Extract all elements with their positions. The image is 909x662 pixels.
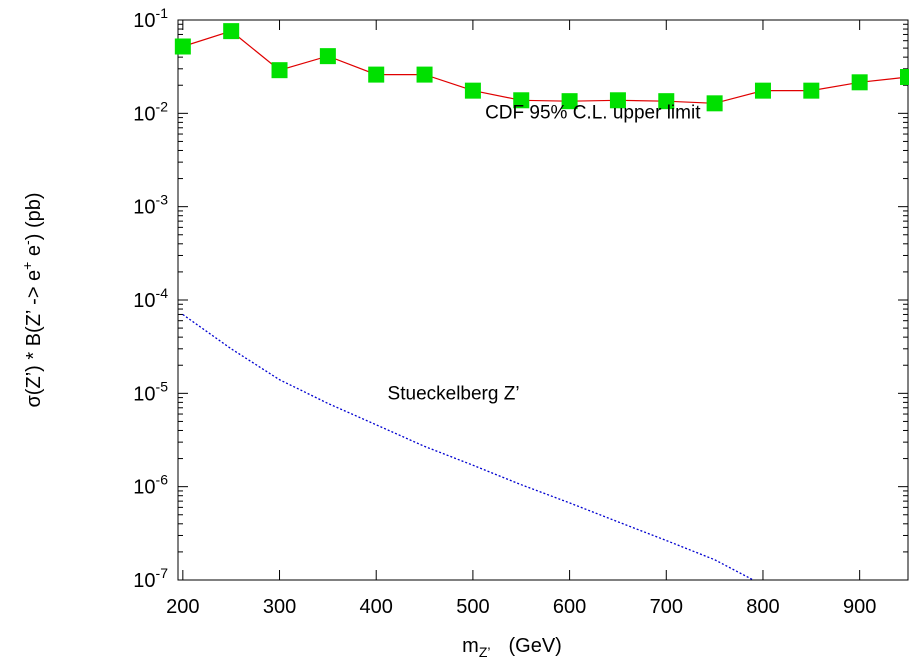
data-point	[609, 92, 626, 109]
data-point	[271, 62, 288, 79]
x-tick-label: 800	[746, 596, 779, 618]
x-tick-label: 600	[553, 596, 586, 618]
x-tick-label: 900	[843, 596, 876, 618]
data-point	[561, 93, 578, 110]
y-tick-label: 10-3	[133, 192, 168, 219]
data-point	[368, 66, 385, 83]
data-point	[706, 95, 723, 112]
data-point	[513, 92, 530, 109]
x-tick-label: 400	[360, 596, 393, 618]
y-tick-label: 10-7	[133, 565, 168, 592]
y-tick-label: 10-6	[133, 472, 168, 499]
y-axis-label: σ(Z’) * B(Z’ -> e+ e-) (pb)	[19, 192, 45, 407]
y-tick-label: 10-5	[133, 378, 168, 405]
data-point	[803, 82, 820, 99]
data-point	[658, 93, 675, 110]
annotation-label: CDF 95% C.L. upper limit	[485, 103, 701, 124]
data-point	[900, 69, 909, 86]
data-point	[223, 23, 240, 40]
data-point	[754, 82, 771, 99]
series-line-1	[182, 30, 909, 104]
data-point	[174, 38, 191, 55]
x-tick-label: 700	[650, 596, 683, 618]
data-point	[851, 74, 868, 91]
y-tick-label: 10-1	[133, 5, 168, 32]
annotation-label: Stueckelberg Z’	[388, 383, 520, 404]
series-line-2	[182, 313, 754, 581]
data-point	[416, 66, 433, 83]
data-point	[464, 82, 481, 99]
y-tick-label: 10-2	[133, 98, 168, 125]
x-tick-label: 500	[456, 596, 489, 618]
x-tick-label: 200	[166, 596, 199, 618]
x-tick-label: 300	[263, 596, 296, 618]
y-tick-label: 10-4	[133, 285, 168, 312]
data-point	[319, 48, 336, 65]
x-axis-label: mZ’ (GeV)	[462, 635, 562, 660]
